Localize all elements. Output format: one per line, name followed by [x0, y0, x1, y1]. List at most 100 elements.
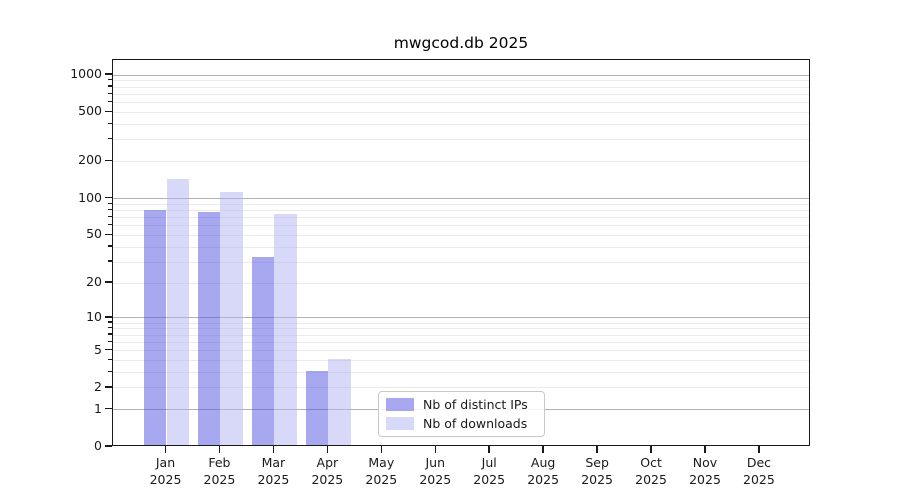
x-tick-month: Nov [692, 455, 718, 470]
x-tick [326, 446, 329, 453]
y-minor-tick [108, 92, 112, 94]
minor-gridline [113, 86, 809, 88]
y-tick-label: 100 [78, 189, 102, 205]
bar-downloads [328, 358, 352, 446]
x-tick-label: Feb 2025 [189, 454, 249, 488]
y-tick [104, 386, 112, 388]
y-minor-tick [108, 321, 112, 323]
y-minor-tick [108, 333, 112, 335]
bar-downloads [166, 179, 190, 446]
minor-gridline [113, 225, 809, 227]
y-minor-tick [108, 327, 112, 329]
y-minor-tick [108, 138, 112, 140]
y-tick [104, 316, 112, 318]
x-tick [218, 446, 221, 453]
y-tick-label: 500 [78, 103, 102, 119]
x-tick-month: Aug [530, 455, 556, 470]
y-tick [104, 73, 112, 75]
x-tick-month: Mar [261, 455, 286, 470]
x-tick-month: Jul [481, 455, 497, 470]
x-tick-label: Jun 2025 [405, 454, 465, 488]
x-tick-month: Jan [155, 455, 176, 470]
minor-gridline [113, 341, 809, 343]
minor-gridline [113, 322, 809, 324]
y-tick-label: 50 [86, 226, 102, 242]
x-tick [596, 446, 598, 453]
minor-gridline [113, 111, 809, 113]
x-tick-label: Mar 2025 [243, 454, 303, 488]
legend-label: Nb of downloads [423, 416, 528, 431]
y-minor-tick [108, 224, 112, 226]
legend-label: Nb of distinct IPs [423, 397, 528, 412]
y-tick [104, 196, 112, 199]
y-minor-tick [108, 340, 112, 342]
y-tick-label: 200 [78, 152, 102, 168]
x-tick [488, 446, 490, 453]
x-tick-label: Jul 2025 [459, 454, 519, 488]
x-tick-label: Apr 2025 [297, 454, 357, 488]
x-tick-label: May 2025 [351, 454, 411, 488]
x-tick-year: 2025 [581, 472, 613, 487]
minor-gridline [113, 209, 809, 211]
y-tick [104, 348, 112, 351]
x-tick [164, 446, 167, 453]
y-tick [104, 110, 112, 113]
x-tick-year: 2025 [311, 472, 344, 487]
x-tick-year: 2025 [527, 472, 560, 487]
y-tick [104, 281, 112, 283]
major-gridline [113, 198, 809, 199]
y-tick-label: 0 [94, 438, 102, 453]
x-tick-month: Jun [425, 455, 446, 470]
legend-entry-downloads: Nb of downloads [386, 416, 536, 431]
bar-downloads [220, 191, 244, 446]
x-tick-year: 2025 [365, 472, 398, 487]
x-tick-month: Apr [316, 455, 339, 470]
y-tick [104, 445, 112, 447]
y-tick-label: 20 [86, 274, 102, 290]
minor-gridline [113, 80, 809, 82]
plot-area [112, 59, 810, 446]
minor-gridline [113, 101, 809, 103]
minor-gridline [113, 160, 809, 162]
y-minor-tick [108, 79, 112, 81]
x-tick-year: 2025 [257, 472, 290, 487]
legend: Nb of distinct IPs Nb of downloads [378, 391, 545, 437]
bar-distinct-ips [305, 370, 329, 446]
y-minor-tick [108, 260, 112, 262]
y-minor-tick [108, 122, 112, 124]
y-tick [104, 159, 112, 162]
minor-gridline [113, 359, 809, 361]
y-minor-tick [108, 358, 112, 360]
major-gridline [113, 317, 809, 319]
y-minor-tick [108, 245, 112, 247]
minor-gridline [113, 246, 809, 248]
y-tick [104, 407, 112, 410]
x-tick-month: Oct [640, 455, 662, 470]
x-tick [758, 446, 760, 453]
y-tick-label: 1000 [70, 66, 102, 81]
minor-gridline [113, 139, 809, 141]
chart-title: mwgcod.db 2025 [393, 34, 529, 52]
minor-gridline [113, 282, 809, 284]
y-tick-label: 5 [94, 341, 102, 357]
y-minor-tick [108, 208, 112, 210]
y-tick-label: 1 [94, 400, 102, 416]
x-tick [704, 446, 706, 453]
x-tick [272, 446, 275, 453]
x-tick-label: Aug 2025 [513, 454, 573, 488]
x-tick [542, 446, 544, 453]
x-tick-label: Jan 2025 [136, 454, 196, 488]
x-tick-year: 2025 [743, 472, 775, 487]
x-tick-month: Sep [585, 455, 609, 470]
x-tick-month: Feb [208, 455, 231, 470]
minor-gridline [113, 123, 809, 125]
x-tick-year: 2025 [473, 472, 506, 487]
x-tick [434, 446, 436, 453]
y-tick-label: 10 [86, 308, 102, 324]
legend-entry-distinct-ips: Nb of distinct IPs [386, 397, 536, 412]
y-tick [104, 233, 112, 236]
minor-gridline [113, 387, 809, 389]
minor-gridline [113, 216, 809, 218]
x-tick-label: Oct 2025 [621, 454, 681, 488]
x-tick-label: Nov 2025 [675, 454, 735, 488]
